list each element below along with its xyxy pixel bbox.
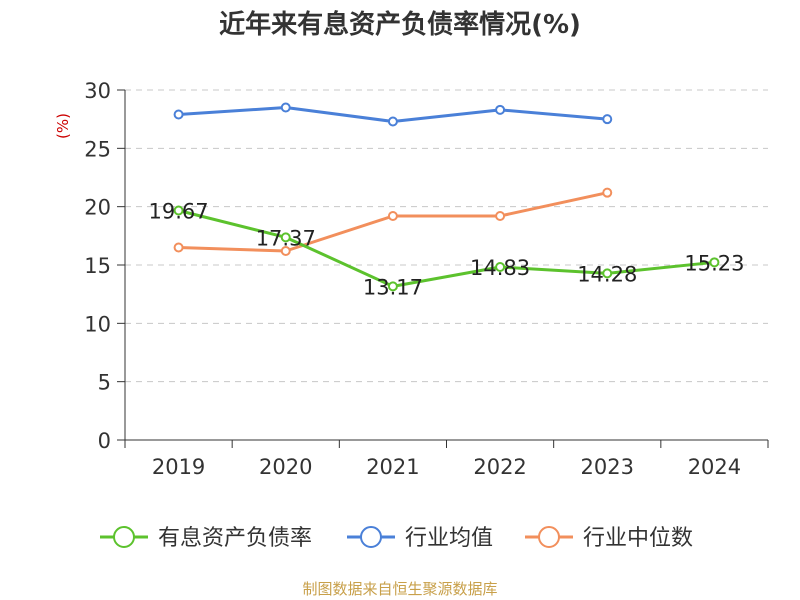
series-layer <box>173 102 720 292</box>
axis-layer: 0 5 10 15 20 25 30 (%) 2019 2020 2021 2022 2023 2024 <box>54 79 769 479</box>
data-point-2 <box>495 104 506 115</box>
y-tick-label: 0 <box>98 429 111 453</box>
legend-marker <box>538 526 560 548</box>
x-tick-label: 2020 <box>259 455 312 479</box>
legend-layer: 有息资产负债率 行业均值 行业中位数 <box>100 526 693 551</box>
data-point-1 <box>173 205 184 216</box>
x-tick-label: 2022 <box>473 455 526 479</box>
legend-label: 有息资产负债率 <box>158 526 312 551</box>
y-tick-label: 5 <box>98 371 111 395</box>
data-point-1 <box>495 261 506 272</box>
series-line-1 <box>178 209 715 288</box>
data-point-1 <box>280 232 291 243</box>
data-point-3 <box>387 211 398 221</box>
grid-layer <box>125 89 768 383</box>
chart-title: 近年来有息资产负债率情况(%) <box>219 10 581 40</box>
legend-label: 行业均值 <box>405 526 493 551</box>
y-axis-label: (%) <box>54 113 72 139</box>
data-label: 19.67 <box>149 200 209 224</box>
x-tick-label: 2019 <box>152 455 205 479</box>
data-point-3 <box>280 246 291 256</box>
data-point-1 <box>709 257 720 268</box>
y-tick-label: 15 <box>84 254 111 278</box>
legend-item-1: 有息资产负债率 <box>100 526 312 551</box>
data-point-1 <box>387 281 398 292</box>
y-tick-label: 10 <box>84 312 111 336</box>
data-point-2 <box>387 116 398 127</box>
legend-marker <box>113 526 135 548</box>
data-point-2 <box>280 102 291 113</box>
data-point-3 <box>495 211 506 221</box>
data-label: 14.83 <box>470 256 530 280</box>
source-note: 制图数据来自恒生聚源数据库 <box>302 580 498 598</box>
legend-item-3: 行业中位数 <box>525 526 693 551</box>
data-point-3 <box>602 187 613 198</box>
data-point-2 <box>602 114 613 125</box>
data-point-1 <box>602 268 613 279</box>
data-label: 14.28 <box>577 262 637 286</box>
data-label: 17.37 <box>256 226 316 250</box>
x-tick-label: 2021 <box>366 455 419 479</box>
data-label: 13.17 <box>363 275 423 299</box>
x-tick-label: 2024 <box>688 455 741 479</box>
legend-marker <box>360 526 382 548</box>
y-tick-label: 20 <box>84 196 111 220</box>
data-label: 15.23 <box>684 251 744 275</box>
label-layer: 19.67 17.37 13.17 14.83 14.28 15.23 <box>149 200 745 300</box>
legend-item-2: 行业均值 <box>347 526 493 551</box>
y-tick-label: 30 <box>84 79 111 103</box>
y-tick-label: 25 <box>84 137 111 161</box>
data-point-3 <box>173 242 184 253</box>
series-line-3 <box>178 191 608 253</box>
data-point-2 <box>173 109 184 120</box>
legend-label: 行业中位数 <box>583 526 693 551</box>
x-tick-label: 2023 <box>581 455 634 479</box>
